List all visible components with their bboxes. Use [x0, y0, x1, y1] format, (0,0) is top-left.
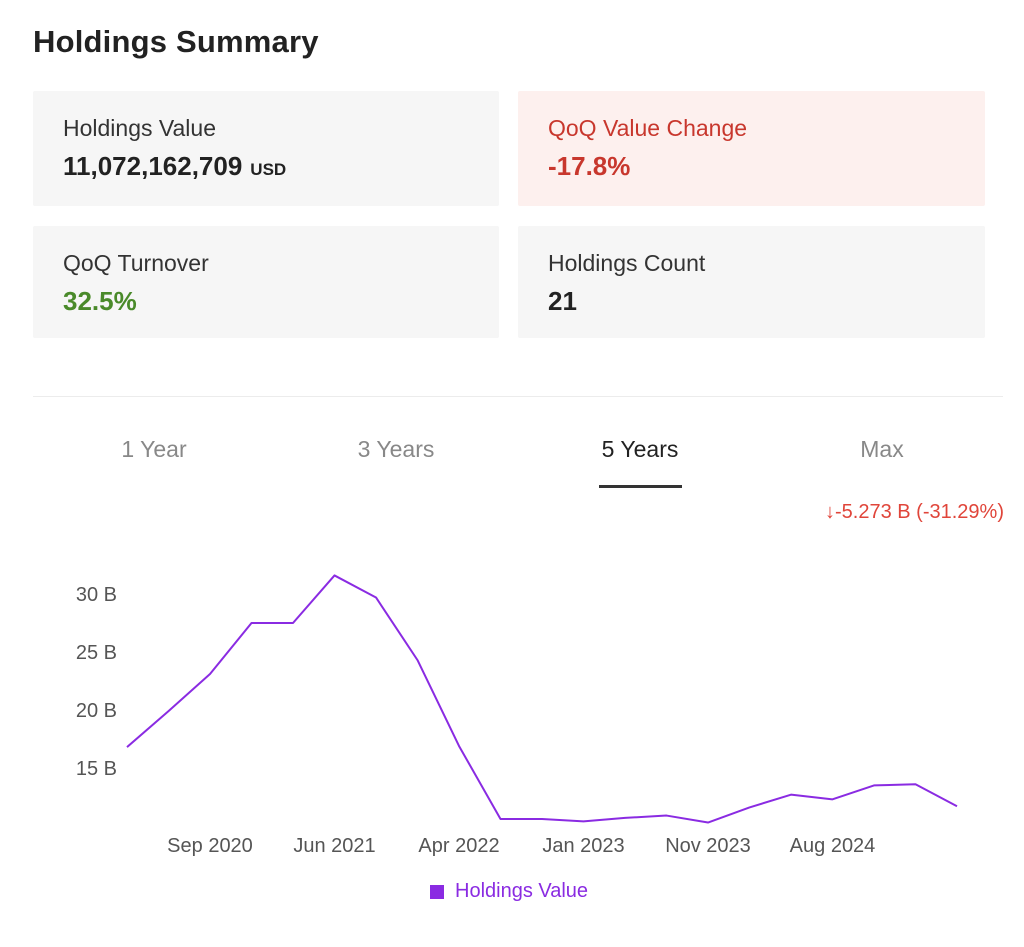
section-divider [33, 396, 1003, 397]
qoq-value-change-card: QoQ Value Change -17.8% [518, 91, 985, 206]
holdings-value-number: 11,072,162,709 [63, 151, 243, 181]
y-tick-label: 15 B [76, 758, 117, 780]
down-arrow-icon: ↓ [825, 501, 836, 523]
chart-legend: Holdings Value [430, 880, 588, 903]
x-tick-label: Jun 2021 [293, 835, 375, 857]
tab-5-years[interactable]: 5 Years [601, 436, 679, 462]
legend-swatch [430, 884, 444, 899]
tab-1-year[interactable]: 1 Year [121, 436, 187, 462]
page-title: Holdings Summary [33, 24, 319, 59]
y-tick-label: 20 B [76, 700, 117, 722]
period-change: ↓-5.273 B (-31.29%) [825, 501, 1004, 524]
x-tick-label: Apr 2022 [418, 835, 499, 857]
holdings-value-chart: 30 B 25 B 20 B 15 B Sep 2020 Jun 2021 Apr 2022… [76, 574, 958, 857]
x-tick-label: Jan 2023 [542, 835, 624, 857]
tab-3-years[interactable]: 3 Years [357, 436, 435, 462]
active-tab-indicator [599, 485, 682, 488]
y-tick-label: 30 B [76, 584, 117, 606]
qoq-value-change-amount: -17.8% [548, 151, 631, 181]
holdings-count-amount: 21 [548, 286, 577, 316]
qoq-value-change-label: QoQ Value Change [548, 115, 748, 141]
holdings-value-unit: USD [250, 160, 287, 179]
qoq-turnover-card: QoQ Turnover 32.5% [33, 226, 499, 338]
qoq-turnover-label: QoQ Turnover [63, 250, 209, 276]
tab-max[interactable]: Max [860, 436, 904, 462]
series-line-holdings-value [126, 574, 958, 824]
legend-label: Holdings Value [455, 880, 589, 902]
x-tick-label: Nov 2023 [665, 835, 751, 857]
holdings-value-label: Holdings Value [63, 115, 217, 141]
holdings-value-amount: 11,072,162,709 USD [63, 151, 286, 182]
x-tick-label: Sep 2020 [167, 835, 253, 857]
holdings-count-label: Holdings Count [548, 250, 706, 276]
holdings-count-card: Holdings Count 21 [518, 226, 985, 338]
holdings-value-card: Holdings Value 11,072,162,709 USD [33, 91, 499, 206]
x-tick-label: Aug 2024 [790, 835, 876, 857]
qoq-turnover-amount: 32.5% [63, 286, 137, 316]
y-tick-label: 25 B [76, 642, 117, 664]
period-change-value: -5.273 B (-31.29%) [835, 501, 1004, 523]
